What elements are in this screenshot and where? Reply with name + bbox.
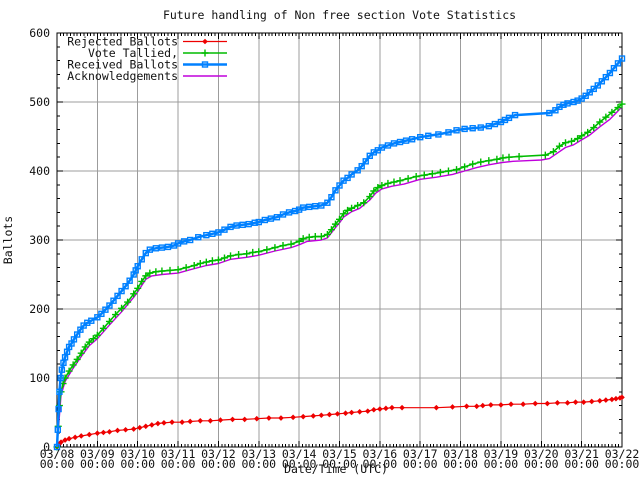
x-tick-date: 03/14 <box>282 447 317 461</box>
series-rejected-ballots <box>54 394 625 450</box>
chart-title: Future handling of Non free section Vote… <box>163 8 516 22</box>
y-tick-label: 0 <box>43 440 50 454</box>
legend-label-2: Vote Tallied, <box>88 46 178 60</box>
x-tick-time: 00:00 <box>564 457 599 471</box>
x-tick-date: 03/21 <box>564 447 599 461</box>
legend-sample-1 <box>183 38 227 45</box>
x-axis-label: Date/Time (UTC) <box>284 462 388 476</box>
x-tick-date: 03/09 <box>80 447 115 461</box>
y-tick-label: 300 <box>29 233 50 247</box>
legend-label-3: Received Ballots <box>67 58 178 72</box>
x-tick-date: 03/15 <box>322 447 357 461</box>
x-tick-date: 03/18 <box>443 447 478 461</box>
legend-sample-3 <box>183 61 227 68</box>
x-tick-date: 03/08 <box>40 447 75 461</box>
y-tick-label: 200 <box>29 302 50 316</box>
series-received-ballots <box>53 55 626 451</box>
x-tick-date: 03/16 <box>363 447 398 461</box>
y-axis-label: Ballots <box>1 216 15 264</box>
x-tick-time: 00:00 <box>241 457 276 471</box>
x-tick-time: 00:00 <box>524 457 559 471</box>
axis-ticks <box>56 32 623 448</box>
x-tick-date: 03/20 <box>524 447 559 461</box>
x-tick-time: 00:00 <box>403 457 438 471</box>
x-tick-time: 00:00 <box>161 457 196 471</box>
x-tick-time: 00:00 <box>201 457 236 471</box>
x-tick-date: 03/17 <box>403 447 438 461</box>
x-tick-time: 00:00 <box>282 457 317 471</box>
legend-label-1: Rejected Ballots <box>67 35 178 49</box>
x-tick-date: 03/22 <box>605 447 640 461</box>
x-tick-time: 00:00 <box>484 457 519 471</box>
x-tick-time: 00:00 <box>443 457 478 471</box>
y-tick-label: 600 <box>29 26 50 40</box>
grid-lines <box>57 33 622 447</box>
x-tick-time: 00:00 <box>605 457 640 471</box>
y-tick-label: 100 <box>29 371 50 385</box>
x-tick-date: 03/19 <box>484 447 519 461</box>
x-tick-time: 00:00 <box>40 457 75 471</box>
x-tick-date: 03/12 <box>201 447 236 461</box>
x-tick-time: 00:00 <box>80 457 115 471</box>
x-tick-date: 03/11 <box>161 447 196 461</box>
x-tick-time: 00:00 <box>120 457 155 471</box>
x-tick-date: 03/10 <box>120 447 155 461</box>
y-tick-label: 400 <box>29 164 50 178</box>
x-tick-time: 00:00 <box>363 457 398 471</box>
x-tick-time: 00:00 <box>322 457 357 471</box>
legend-label-4: Acknowledgements <box>67 69 178 83</box>
y-tick-label: 500 <box>29 95 50 109</box>
legend-sample-2 <box>183 49 227 57</box>
x-tick-date: 03/13 <box>241 447 276 461</box>
